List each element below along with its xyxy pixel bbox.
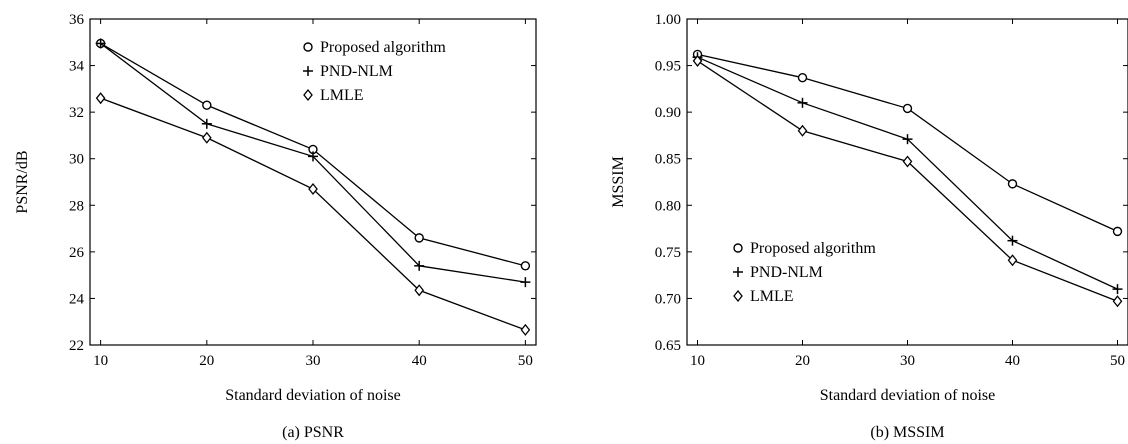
- x-tick-label: 40: [1005, 353, 1020, 369]
- x-axis-label: Standard deviation of noise: [820, 387, 996, 404]
- data-point-circle: [414, 233, 424, 243]
- chart-panel-mssim: 10 20 30 40 50 0.65 0.70 0.75 0.80 0.85 0.90 0.95 1.…: [610, 12, 1128, 441]
- legend-marker-plus: [733, 267, 743, 277]
- legend-label: LMLE: [320, 87, 364, 104]
- x-tick-label: 30: [306, 353, 321, 369]
- y-tick-label: 0.75: [655, 245, 681, 261]
- y-tick-label: 0.90: [655, 105, 681, 121]
- data-point-diamond: [797, 124, 808, 137]
- data-point-diamond: [414, 284, 425, 297]
- x-tick-label: 40: [412, 353, 427, 369]
- legend-label: Proposed algorithm: [320, 39, 446, 56]
- data-point-plus: [414, 260, 425, 271]
- legend: Proposed algorithm PND-NLM LMLE: [303, 39, 446, 104]
- x-tick-label: 10: [690, 353, 705, 369]
- series-line-plus: [100, 42, 526, 283]
- y-tick-label: 1.00: [655, 12, 681, 28]
- y-tick-label: 26: [69, 245, 85, 261]
- data-point-circle: [797, 72, 808, 83]
- x-tick-label: 20: [199, 353, 214, 369]
- data-point-circle: [902, 103, 913, 114]
- y-axis-label: MSSIM: [610, 156, 627, 208]
- y-axis-label: PSNR/dB: [14, 150, 31, 213]
- data-point-diamond: [1007, 254, 1018, 267]
- legend-marker-circle: [303, 42, 313, 52]
- data-point-diamond: [95, 92, 106, 105]
- y-tick-label: 32: [69, 105, 84, 121]
- x-tick-label: 10: [93, 353, 108, 369]
- data-point-plus: [1112, 284, 1123, 295]
- y-tick-label: 0.80: [655, 198, 681, 214]
- legend-label: LMLE: [750, 288, 794, 305]
- y-tick-label: 0.85: [655, 152, 681, 168]
- data-point-circle: [202, 100, 212, 110]
- data-point-diamond: [308, 182, 318, 196]
- data-point-circle: [520, 261, 531, 271]
- y-tick-label: 36: [69, 12, 85, 28]
- data-point-plus: [1007, 235, 1018, 246]
- data-point-plus: [902, 134, 913, 145]
- y-tick-label: 28: [69, 198, 84, 214]
- x-axis-label: Standard deviation of noise: [225, 387, 401, 404]
- data-point-plus: [520, 277, 531, 288]
- y-tick-label: 22: [69, 338, 84, 354]
- chart-panel-psnr: 10 20 30 40 50 22 24 26 28 30 32 34 36 Standard devia…: [14, 12, 537, 441]
- y-tick-label: 0.70: [655, 291, 681, 307]
- y-tick-label: 0.95: [655, 59, 681, 75]
- legend: Proposed algorithm PND-NLM LMLE: [733, 240, 876, 305]
- series-line-diamond: [100, 97, 526, 331]
- figure-caption: (a) PSNR: [282, 424, 344, 441]
- legend-marker-plus: [303, 66, 313, 76]
- x-tick-label: 20: [795, 353, 810, 369]
- data-point-plus: [95, 38, 106, 49]
- data-point-circle: [1112, 226, 1123, 237]
- plot-frame: [89, 18, 537, 346]
- y-tick-label: 34: [69, 59, 85, 75]
- data-point-circle: [1007, 179, 1018, 189]
- x-tick-label: 50: [1110, 353, 1125, 369]
- data-point-plus: [308, 151, 318, 162]
- y-tick-label: 30: [69, 152, 84, 168]
- data-point-diamond: [692, 54, 703, 67]
- x-tick-label: 30: [900, 353, 915, 369]
- legend-label: Proposed algorithm: [750, 240, 876, 257]
- data-point-plus: [797, 97, 808, 108]
- data-point-plus: [201, 118, 212, 129]
- y-tick-label: 24: [69, 291, 85, 307]
- legend-marker-diamond: [303, 88, 313, 102]
- data-point-diamond: [520, 323, 531, 336]
- x-tick-label: 50: [518, 353, 533, 369]
- legend-marker-circle: [733, 243, 743, 253]
- legend-label: PND-NLM: [320, 63, 393, 80]
- legend-label: PND-NLM: [750, 264, 823, 281]
- data-point-diamond: [1112, 295, 1123, 308]
- figure-caption: (b) MSSIM: [870, 424, 944, 441]
- data-point-diamond: [201, 131, 212, 144]
- y-tick-label: 0.65: [655, 338, 681, 354]
- data-point-diamond: [902, 155, 913, 168]
- legend-marker-diamond: [733, 289, 743, 303]
